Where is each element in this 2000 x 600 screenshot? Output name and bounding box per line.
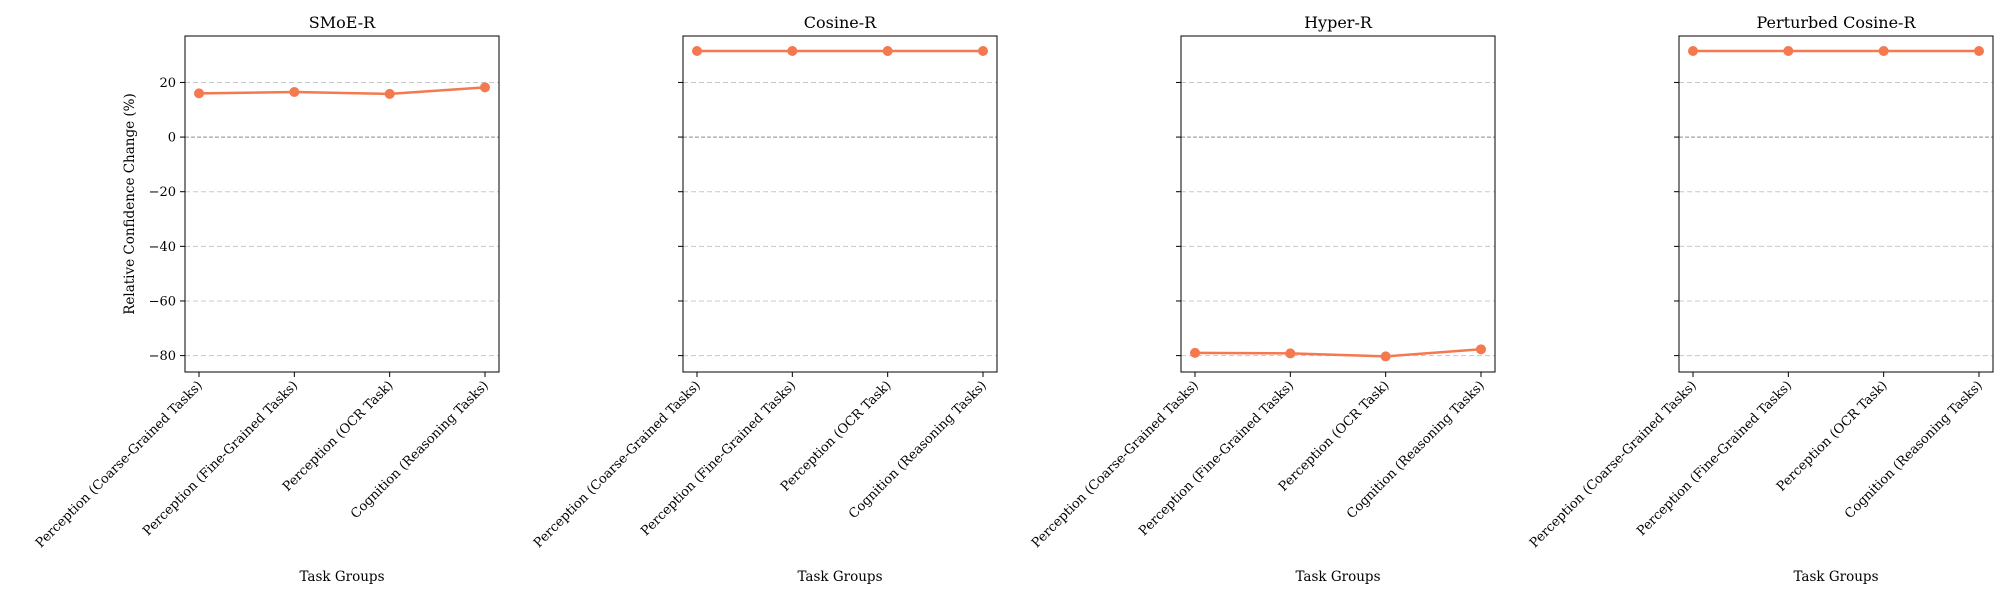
y-tick-label: 20 [159, 76, 176, 91]
data-point [1380, 351, 1391, 362]
x-tick-label: Perception (Fine-Grained Tasks) [1136, 378, 1297, 539]
x-axis-label: Task Groups [299, 569, 384, 585]
panel-0: SMoE-R −80 −60 −40 −20 0 20 Perception (Coarse-… [33, 13, 500, 585]
plot-frame [1180, 35, 1496, 373]
x-tick-label: Perception (OCR Task) [778, 378, 894, 494]
data-point [289, 87, 300, 97]
plot-frame [1678, 35, 1994, 373]
data-point [384, 88, 395, 99]
series-line [1194, 348, 1482, 358]
x-tick-label: Perception (Fine-Grained Tasks) [1634, 378, 1795, 539]
x-axis-label: Task Groups [1295, 569, 1380, 585]
data-point [1190, 347, 1200, 358]
y-axis-label: Relative Confidence Change (%) [122, 93, 138, 315]
panel-title: Cosine-R [804, 13, 877, 32]
panel-title: Perturbed Cosine-R [1756, 13, 1916, 32]
plot-frame [682, 35, 998, 373]
data-point [692, 46, 702, 57]
plot-frame [184, 35, 500, 373]
data-point [194, 88, 204, 99]
data-point [1688, 46, 1698, 57]
x-axis-label: Task Groups [1793, 569, 1878, 585]
data-point [1476, 344, 1486, 355]
data-point [1285, 348, 1296, 359]
x-tick-label: Perception (Coarse-Grained Tasks) [1527, 378, 1700, 551]
data-point [1783, 46, 1794, 57]
data-point [978, 46, 988, 57]
panel-3: Perturbed Cosine-R Perception (Coarse-Gra… [1527, 13, 1994, 585]
x-tick-label: Perception (Coarse-Grained Tasks) [1029, 378, 1202, 551]
panel-title: SMoE-R [309, 13, 376, 32]
x-tick-label: Perception (Coarse-Grained Tasks) [33, 378, 206, 551]
x-axis-label: Task Groups [797, 569, 882, 585]
x-tick-label: Perception (Fine-Grained Tasks) [140, 378, 301, 539]
y-tick-label: −40 [149, 240, 176, 255]
y-tick-label: −60 [149, 294, 176, 309]
data-point [882, 46, 893, 57]
data-point [1974, 46, 1984, 57]
x-tick-label: Perception (Fine-Grained Tasks) [638, 378, 799, 539]
x-tick-label: Perception (OCR Task) [1774, 378, 1890, 494]
panel-2: Hyper-R Perception (Coarse-Grained Tasks)… [1029, 13, 1496, 585]
x-tick-label: Perception (Coarse-Grained Tasks) [531, 378, 704, 551]
data-point [480, 82, 490, 93]
y-tick-label: −20 [149, 185, 176, 200]
y-tick-label: 0 [168, 131, 176, 146]
data-point [1878, 46, 1889, 57]
panel-1: Cosine-R Perception (Coarse-Grained Tasks… [531, 13, 998, 585]
panel-title: Hyper-R [1304, 13, 1373, 32]
series-line [198, 86, 486, 96]
x-tick-label: Perception (OCR Task) [1276, 378, 1392, 494]
x-tick-label: Perception (OCR Task) [280, 378, 396, 494]
y-tick-label: −80 [149, 349, 176, 364]
data-point [787, 46, 798, 57]
